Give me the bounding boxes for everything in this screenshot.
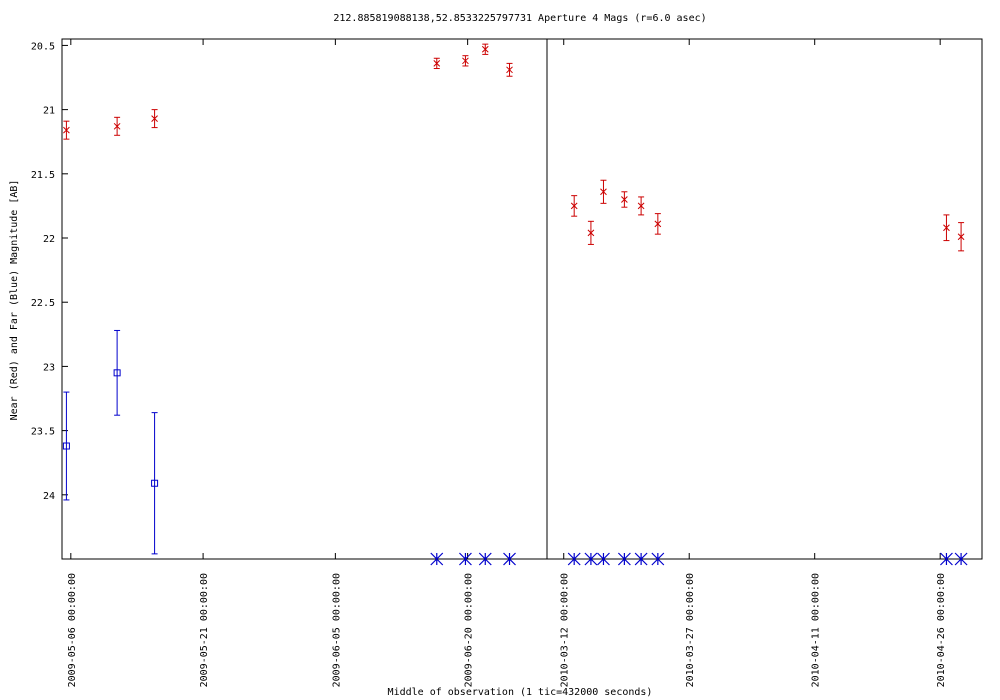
y-tick-label: 23.5 — [31, 427, 55, 438]
plot-area: 20.5 21 21.5 22 22.5 23 23.5 24 2009-05-06 00:00… — [31, 38, 983, 687]
x-tick-label: 2010-04-26 00:00:00 — [936, 573, 947, 687]
limit-marker — [503, 552, 516, 566]
limit-marker — [617, 552, 631, 566]
limit-marker — [651, 552, 665, 566]
data-point-x — [570, 202, 578, 210]
y-tick-label: 21 — [43, 106, 55, 117]
chart-title: 212.885819088138,52.8533225797731 Apertu… — [333, 13, 706, 24]
limit-marker — [430, 552, 444, 566]
data-point-x — [654, 220, 662, 228]
data-point-x — [637, 202, 645, 210]
data-point-x — [943, 224, 950, 232]
x-tick-label: 2009-05-21 00:00:00 — [199, 573, 210, 687]
x-axis-label: Middle of observation (1 tic=432000 seco… — [388, 687, 653, 698]
limit-marker — [634, 552, 648, 566]
y-tick-label: 22 — [43, 234, 55, 245]
limit-marker — [597, 552, 610, 566]
y-tick-label: 23 — [43, 362, 55, 373]
data-point-x — [113, 122, 121, 130]
y-tick-label: 22.5 — [31, 298, 55, 309]
x-tick-label: 2009-06-05 00:00:00 — [331, 573, 342, 687]
y-tick-label: 20.5 — [31, 41, 55, 52]
x-tick-label: 2009-06-20 00:00:00 — [464, 573, 475, 687]
x-tick-label: 2010-04-11 00:00:00 — [811, 573, 822, 687]
limit-marker — [584, 552, 598, 566]
x-tick-label: 2010-03-27 00:00:00 — [685, 573, 696, 687]
limit-marker — [478, 552, 492, 566]
data-point-x — [587, 229, 595, 237]
data-point-x — [433, 60, 441, 67]
y-tick-label: 21.5 — [31, 170, 55, 181]
data-point-square — [151, 479, 159, 487]
data-point-square — [113, 369, 121, 377]
data-point-square — [62, 442, 70, 450]
y-axis-label: Near (Red) and Far (Blue) Magnitude [AB] — [9, 180, 20, 421]
data-point-x — [462, 57, 469, 65]
data-point-x — [506, 66, 513, 74]
limit-marker — [567, 552, 581, 566]
data-point-x — [621, 196, 628, 203]
x-tick-label: 2009-05-06 00:00:00 — [67, 573, 78, 687]
x-tick-label: 2010-03-12 00:00:00 — [560, 573, 571, 687]
data-point-x — [481, 45, 489, 53]
plot-frame — [61, 38, 983, 560]
limit-marker — [459, 552, 472, 566]
data-point-x — [151, 115, 158, 122]
y-tick-label: 24 — [43, 491, 55, 502]
data-point-x — [600, 188, 607, 196]
limit-marker — [940, 552, 953, 566]
data-point-x — [957, 233, 965, 241]
limit-marker — [954, 552, 968, 566]
data-point-x — [63, 126, 70, 134]
